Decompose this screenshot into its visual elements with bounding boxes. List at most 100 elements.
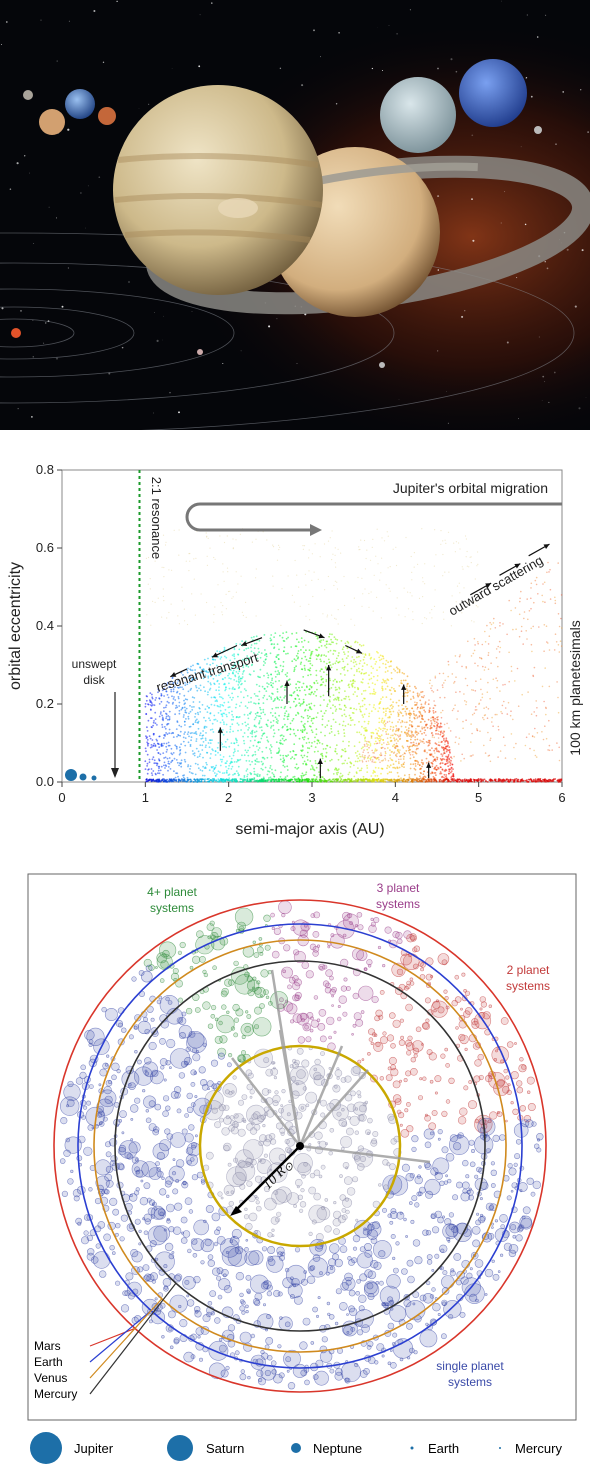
planet-circle <box>246 1223 253 1230</box>
planet-circle <box>474 1076 480 1082</box>
y-tick-label: 0.0 <box>36 774 54 789</box>
planet-circle <box>319 1009 326 1016</box>
star <box>33 243 34 244</box>
planet-circle <box>372 1221 380 1229</box>
x-tick-label: 2 <box>225 790 232 805</box>
planet-circle <box>519 1064 527 1072</box>
planet-circle <box>421 1043 423 1045</box>
planet-circle <box>413 1240 420 1247</box>
planet-circle <box>522 1216 525 1219</box>
planet-circle <box>207 1081 213 1087</box>
planet-circle <box>491 1170 497 1176</box>
planet-circle <box>272 1235 274 1237</box>
planet-circle <box>400 1019 404 1023</box>
planet-circle <box>177 1109 181 1113</box>
planet-circle <box>233 1076 237 1080</box>
unswept-label-2: disk <box>83 673 105 687</box>
planet-circle <box>219 1338 222 1341</box>
planet-circle <box>280 1317 283 1320</box>
planet-circle <box>271 913 275 917</box>
planet-circle <box>144 1183 150 1189</box>
planet-circle <box>112 1252 115 1255</box>
planet-circle <box>465 1048 468 1051</box>
legend-earth: Earth <box>428 1441 459 1456</box>
planet-circle <box>132 1157 139 1164</box>
planet-circle <box>335 1322 338 1325</box>
planet-circle <box>382 1208 386 1212</box>
planet-circle <box>308 1258 328 1278</box>
planet-circle <box>235 1351 239 1355</box>
planet-circle <box>228 1163 231 1166</box>
planet-circle <box>314 1075 325 1086</box>
planet-circle <box>170 1346 173 1349</box>
planet-circle <box>105 1096 113 1104</box>
planet-circle <box>287 985 291 989</box>
planet-circle <box>372 1033 376 1037</box>
planet-circle <box>417 1175 421 1179</box>
planet-circle <box>353 1024 356 1027</box>
planet-circle <box>430 975 432 977</box>
planet-circle <box>513 1109 519 1115</box>
arrow-head-icon <box>310 524 322 536</box>
planet-circle <box>246 1239 248 1241</box>
star <box>320 56 321 57</box>
planet-circle <box>278 1292 282 1296</box>
planet-circle <box>504 1069 508 1073</box>
planet-circle <box>491 1183 495 1187</box>
planet-circle <box>400 1212 402 1214</box>
planet-circle <box>333 1219 341 1227</box>
planet-circle <box>104 1234 111 1241</box>
planet-circle <box>265 1370 271 1376</box>
planet-circle <box>492 1260 495 1263</box>
planet-circle <box>446 1100 450 1104</box>
planet-circle <box>392 1342 395 1345</box>
star <box>69 21 70 22</box>
sector-label-1-2: systems <box>448 1375 492 1389</box>
planet-circle <box>227 1063 231 1067</box>
planet-circle <box>273 1095 281 1103</box>
planet-circle <box>438 1007 444 1013</box>
star <box>6 21 8 23</box>
planet-circle <box>185 1198 192 1205</box>
planet-circle <box>166 997 170 1001</box>
legend-neptune-icon <box>291 1443 301 1453</box>
planet-circle <box>139 970 144 975</box>
planet-circle <box>475 1060 482 1067</box>
planet-circle <box>226 1366 230 1370</box>
planet-circle <box>404 1078 407 1081</box>
planet-circle <box>120 1237 125 1242</box>
planet-circle <box>409 1202 412 1205</box>
star <box>198 65 200 67</box>
planet-circle <box>240 1374 246 1380</box>
star <box>437 195 439 197</box>
planet-circle <box>325 1198 328 1201</box>
planet-circle <box>318 1296 320 1298</box>
planet-circle <box>278 901 291 914</box>
planet-circle <box>172 1171 176 1175</box>
planet-circle <box>404 1300 411 1307</box>
planet-circle <box>191 1082 195 1086</box>
uranus-icon <box>380 77 456 153</box>
planet-circle <box>405 1071 410 1076</box>
planet-circle <box>359 986 374 1001</box>
planet-circle <box>497 1111 499 1113</box>
planet-circle <box>412 1147 417 1152</box>
star <box>31 416 33 418</box>
planet-circle <box>378 1184 381 1187</box>
planet-circle <box>299 1104 306 1111</box>
planet-circle <box>234 1114 239 1119</box>
planet-circle <box>321 1165 325 1169</box>
planet-circle <box>208 1255 213 1260</box>
planet-circle <box>164 1079 166 1081</box>
planet-circle <box>141 1180 143 1182</box>
planet-circle <box>365 1250 372 1257</box>
planet-circle <box>390 1350 392 1352</box>
planet-circle <box>356 1291 360 1295</box>
planet-circle <box>186 1008 192 1014</box>
planet-circle <box>68 1179 74 1185</box>
planet-circle <box>271 1361 276 1366</box>
planet-circle <box>520 1057 524 1061</box>
planet-circle <box>347 1188 355 1196</box>
planet-circle <box>193 1253 197 1257</box>
planet-circle <box>341 986 347 992</box>
